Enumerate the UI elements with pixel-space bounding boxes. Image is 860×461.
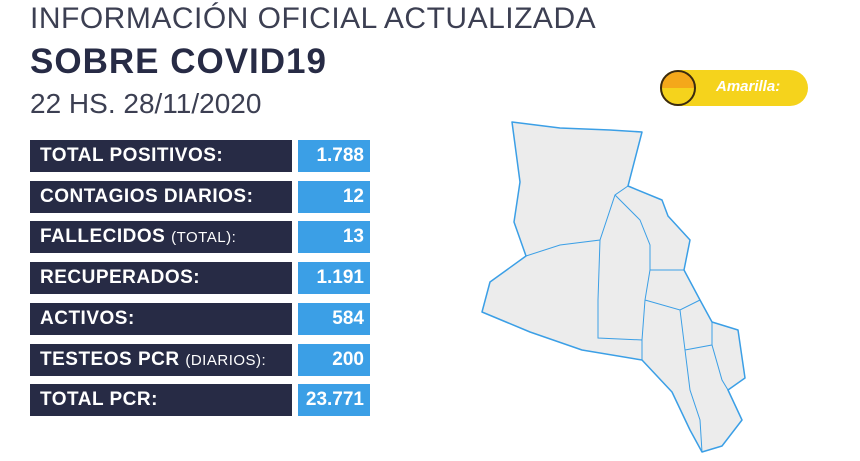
stat-label-box: CONTAGIOS DIARIOS: — [30, 180, 292, 213]
stat-row: TOTAL PCR: 23.771 — [30, 384, 370, 417]
title: INFORMACIÓN OFICIAL ACTUALIZADA — [30, 2, 597, 35]
stat-label: CONTAGIOS DIARIOS: — [40, 185, 254, 207]
stat-label: ACTIVOS: — [40, 307, 135, 329]
stat-value: 1.788 — [298, 140, 370, 172]
stat-label-box: RECUPERADOS: — [30, 262, 292, 295]
stat-row: TOTAL POSITIVOS: 1.788 — [30, 140, 370, 172]
stat-note: (DIARIOS): — [185, 351, 267, 369]
alert-icon — [660, 70, 696, 106]
stat-label-box: FALLECIDOS (TOTAL): — [30, 221, 292, 254]
stat-label-box: ACTIVOS: — [30, 302, 292, 335]
stat-value: 200 — [298, 343, 370, 376]
subtitle: SOBRE COVID19 — [30, 42, 327, 81]
stat-label: TOTAL POSITIVOS: — [40, 145, 224, 166]
stat-value: 12 — [298, 180, 370, 213]
alert-badge: Amarilla: — [660, 70, 808, 106]
stat-label-box: TOTAL POSITIVOS: — [30, 140, 292, 172]
department-borders — [525, 185, 729, 453]
stat-note: (TOTAL): — [171, 229, 237, 247]
stat-value: 23.771 — [298, 384, 370, 417]
date: 22 HS. 28/11/2020 — [30, 88, 262, 119]
stat-row: ACTIVOS: 584 — [30, 302, 370, 335]
stat-label-box: TOTAL PCR: — [30, 384, 292, 417]
alert-level: Amarilla: — [716, 78, 781, 95]
stat-value: 1.191 — [298, 262, 370, 295]
stat-label: TOTAL PCR: — [40, 389, 158, 411]
stat-row: RECUPERADOS: 1.191 — [30, 262, 370, 295]
stat-label: RECUPERADOS: — [40, 267, 201, 289]
stat-label: TESTEOS PCR — [40, 348, 180, 370]
stat-label-box: TESTEOS PCR (DIARIOS): — [30, 343, 292, 376]
stat-row: CONTAGIOS DIARIOS: 12 — [30, 180, 370, 213]
stat-row: FALLECIDOS (TOTAL): 13 — [30, 221, 370, 254]
stat-label: FALLECIDOS — [40, 226, 166, 248]
stat-row: TESTEOS PCR (DIARIOS): 200 — [30, 343, 370, 376]
stat-value: 13 — [298, 221, 370, 254]
stat-value: 584 — [298, 302, 370, 335]
province-map — [481, 121, 746, 453]
